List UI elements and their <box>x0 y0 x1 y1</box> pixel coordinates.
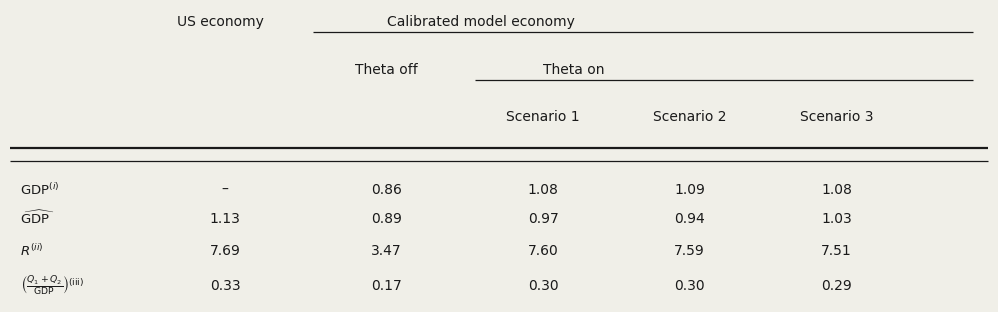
Text: 0.29: 0.29 <box>821 279 852 293</box>
Text: 7.60: 7.60 <box>528 244 559 258</box>
Text: 0.30: 0.30 <box>675 279 705 293</box>
Text: Scenario 2: Scenario 2 <box>653 110 727 124</box>
Text: $R^{(ii)}$: $R^{(ii)}$ <box>20 243 43 259</box>
Text: 7.69: 7.69 <box>210 244 241 258</box>
Text: 7.51: 7.51 <box>821 244 852 258</box>
Text: 0.97: 0.97 <box>528 212 559 226</box>
Text: 1.13: 1.13 <box>210 212 241 226</box>
Text: Calibrated model economy: Calibrated model economy <box>386 15 575 29</box>
Text: –: – <box>222 183 229 197</box>
Text: Theta on: Theta on <box>543 62 605 76</box>
Text: US economy: US economy <box>177 15 263 29</box>
Text: Scenario 3: Scenario 3 <box>799 110 873 124</box>
Text: Theta off: Theta off <box>355 62 418 76</box>
Text: 0.89: 0.89 <box>371 212 402 226</box>
Text: $\left(\frac{Q_1+Q_2}{\rm GDP}\right)^{\!(iii)}$: $\left(\frac{Q_1+Q_2}{\rm GDP}\right)^{\… <box>20 274 84 298</box>
Text: 0.94: 0.94 <box>675 212 706 226</box>
Text: Scenario 1: Scenario 1 <box>506 110 580 124</box>
Text: 7.59: 7.59 <box>675 244 706 258</box>
Text: GDP$^{(i)}$: GDP$^{(i)}$ <box>20 182 59 197</box>
Text: 1.08: 1.08 <box>821 183 852 197</box>
Text: 0.86: 0.86 <box>371 183 402 197</box>
Text: 1.03: 1.03 <box>821 212 852 226</box>
Text: 0.17: 0.17 <box>371 279 402 293</box>
Text: $\widehat{\rm GDP}$: $\widehat{\rm GDP}$ <box>20 210 54 227</box>
Text: 3.47: 3.47 <box>371 244 402 258</box>
Text: 1.09: 1.09 <box>675 183 706 197</box>
Text: 1.08: 1.08 <box>528 183 559 197</box>
Text: 0.30: 0.30 <box>528 279 558 293</box>
Text: 0.33: 0.33 <box>210 279 241 293</box>
